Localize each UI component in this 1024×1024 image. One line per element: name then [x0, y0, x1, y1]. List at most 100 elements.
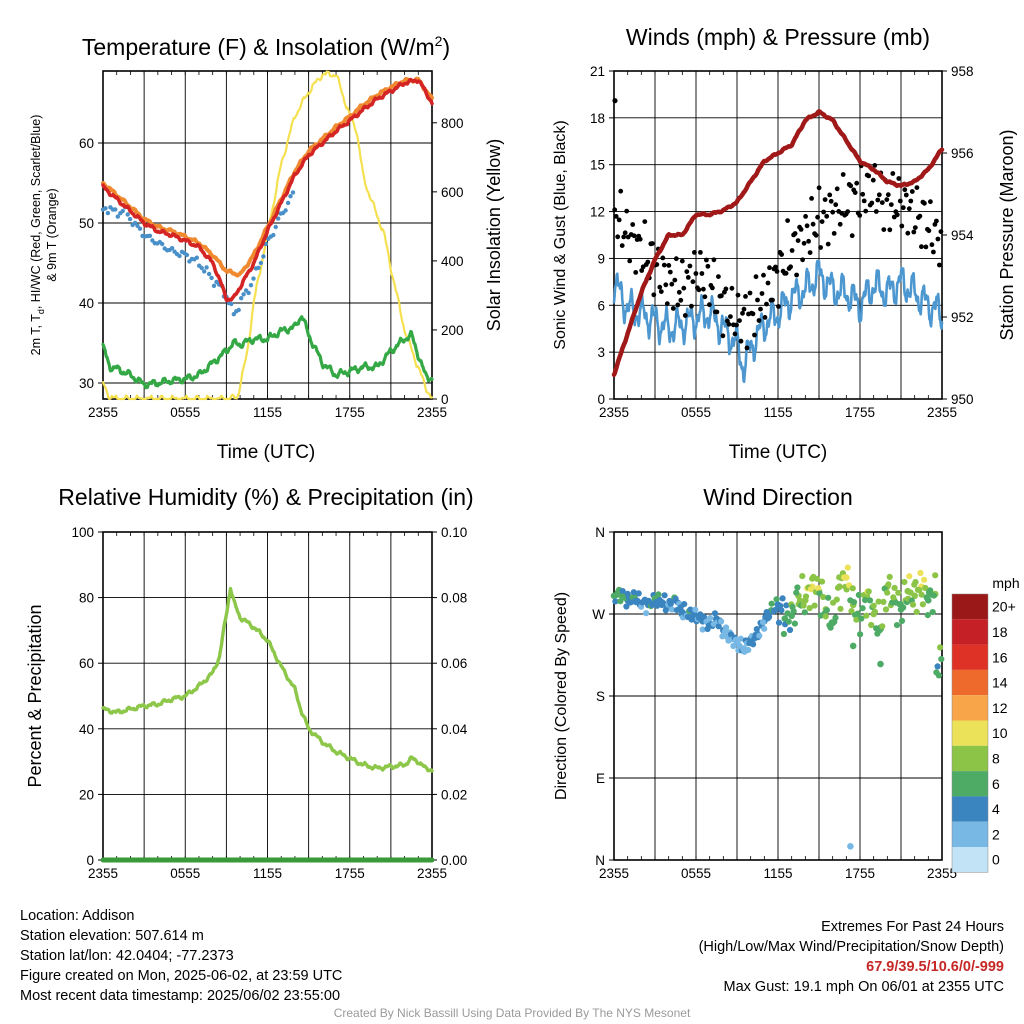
gust-point — [879, 200, 885, 206]
direction-point — [934, 663, 941, 670]
gust-point — [785, 218, 790, 224]
direction-point — [921, 576, 928, 583]
direction-point — [619, 588, 626, 595]
gust-point — [696, 287, 702, 293]
colorbar-swatch — [952, 619, 988, 645]
gust-point — [723, 286, 729, 292]
gust-point — [738, 338, 744, 344]
gust-point — [684, 269, 690, 274]
gust-point — [824, 213, 830, 219]
direction-point — [924, 612, 931, 619]
rh-x-tick-label: 2355 — [88, 866, 118, 881]
gust-point — [702, 294, 708, 300]
gust-point — [658, 289, 664, 294]
heat-index-point — [285, 200, 291, 206]
colorbar-label: 14 — [992, 675, 1008, 691]
gust-point — [651, 292, 657, 298]
station-elevation: Station elevation: 507.614 m — [20, 928, 204, 944]
heat-index-point — [120, 208, 125, 214]
direction-point — [823, 607, 831, 614]
direction-point — [849, 585, 856, 592]
temp-x-tick-label: 2355 — [88, 405, 118, 420]
heat-index-point — [239, 296, 244, 301]
wind-x-tick-label: 1755 — [845, 405, 875, 420]
gust-point — [682, 313, 688, 318]
gust-point — [649, 241, 655, 246]
rh-x-tick-label: 1755 — [335, 866, 365, 881]
heat-index-point — [199, 265, 204, 271]
credit-line: Created By Nick Bassill Using Data Provi… — [333, 1006, 691, 1020]
gust-point — [803, 214, 808, 219]
direction-point — [730, 642, 737, 650]
gust-point — [685, 275, 691, 280]
gust-point — [667, 269, 673, 275]
station-latlon: Station lat/lon: 42.0404; -77.2373 — [20, 948, 234, 964]
gust-point — [704, 257, 709, 263]
rh-x-tick-label: 0555 — [170, 866, 200, 881]
rh-y-axis-label: Percent & Precipitation — [25, 604, 45, 787]
rh-y-tick-label: 40 — [79, 722, 94, 737]
direction-point — [895, 589, 902, 596]
direction-point — [801, 609, 808, 616]
direction-point — [865, 588, 872, 595]
temp-x-tick-label: 2355 — [417, 405, 447, 420]
gust-point — [869, 200, 875, 206]
direction-point — [907, 589, 914, 596]
heat-index-point — [211, 283, 217, 288]
colorbar-swatch — [952, 720, 988, 746]
gust-point — [807, 250, 813, 256]
gust-point — [752, 332, 757, 338]
gust-point — [639, 268, 645, 273]
direction-point — [779, 595, 786, 602]
gust-point — [740, 310, 745, 316]
gust-point — [870, 177, 876, 183]
direction-point — [837, 605, 844, 612]
heat-index-point — [202, 269, 207, 274]
temp-y-tick-label: 30 — [79, 376, 94, 391]
gust-point — [917, 213, 923, 219]
direction-point — [699, 626, 706, 633]
gust-point — [894, 212, 900, 218]
gust-point — [619, 243, 625, 249]
rh-y2-tick-label: 0.00 — [441, 853, 467, 868]
heat-index-point — [256, 265, 261, 270]
temp-y2-tick-label: 200 — [441, 323, 464, 338]
heat-index-point — [125, 212, 130, 217]
gust-point — [908, 198, 914, 204]
temp-y-tick-label: 50 — [79, 216, 94, 231]
gust-point — [631, 233, 637, 239]
gust-point — [903, 192, 909, 198]
gust-point — [887, 227, 893, 233]
dir-y-axis-label: Direction (Colored By Speed) — [553, 592, 570, 800]
direction-point — [692, 606, 699, 613]
gust-point — [899, 223, 905, 229]
direction-point — [863, 612, 870, 619]
gust-point — [616, 217, 622, 223]
temp-y-tick-label: 40 — [79, 296, 94, 311]
heat-index-point — [160, 241, 165, 247]
dir-x-tick-label: 1155 — [763, 866, 792, 881]
gust-point — [897, 198, 903, 204]
temp-y-tick-label: 60 — [79, 136, 94, 151]
direction-point — [891, 584, 898, 592]
direction-point — [780, 630, 788, 638]
direction-point — [815, 585, 822, 592]
gust-point — [809, 196, 814, 201]
direction-point — [875, 598, 882, 605]
gust-point — [613, 214, 619, 219]
direction-point — [681, 601, 688, 608]
direction-point — [800, 602, 807, 609]
gust-point — [687, 263, 693, 269]
gust-point — [734, 322, 739, 328]
gust-point — [827, 192, 833, 198]
gust-point — [906, 206, 912, 212]
gust-point — [774, 269, 780, 274]
gust-point — [866, 173, 872, 179]
rh-y2-tick-label: 0.04 — [441, 722, 468, 737]
direction-point — [814, 575, 821, 582]
dir-x-tick-label: 1755 — [845, 866, 875, 881]
direction-point — [909, 601, 917, 608]
gust-point — [931, 249, 936, 255]
gust-point — [765, 280, 771, 286]
direction-point — [886, 573, 893, 581]
